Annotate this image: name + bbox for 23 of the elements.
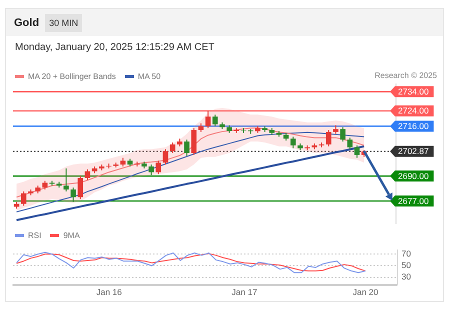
legend-label: 9MA	[62, 230, 80, 240]
candlestick	[240, 128, 246, 134]
y-tick-label: 70	[402, 248, 412, 258]
candlestick	[134, 161, 140, 167]
legend-label: RSI	[27, 230, 42, 240]
ref-line-label: 2724.00	[398, 106, 429, 116]
legend-label: MA 50	[136, 72, 161, 80]
candlestick	[113, 162, 119, 168]
legend-label: MA 20 + Bollinger Bands	[27, 72, 116, 80]
ref-line-label: 2677.00	[398, 196, 429, 206]
ref-line-label: 2716.00	[398, 121, 429, 132]
chart-subtitle: 30 MIN	[45, 14, 82, 32]
ref-line-label: 2702.87	[398, 146, 429, 156]
text: Research © 2025	[374, 71, 437, 80]
x-tick-label: Jan 16	[96, 287, 122, 298]
x-tick-label: Jan 17	[232, 287, 258, 298]
text: Monday, January 20, 2025 12:15:29 AM CET	[15, 42, 216, 55]
y-tick-label: 30	[402, 272, 412, 282]
x-tick-label: Jan 20	[352, 287, 379, 298]
ref-line-label: 2690.00	[398, 170, 429, 181]
y-tick-label: 50	[402, 260, 412, 270]
ref-line-label: 2734.00	[398, 86, 429, 97]
chart-title: Gold	[14, 16, 40, 28]
